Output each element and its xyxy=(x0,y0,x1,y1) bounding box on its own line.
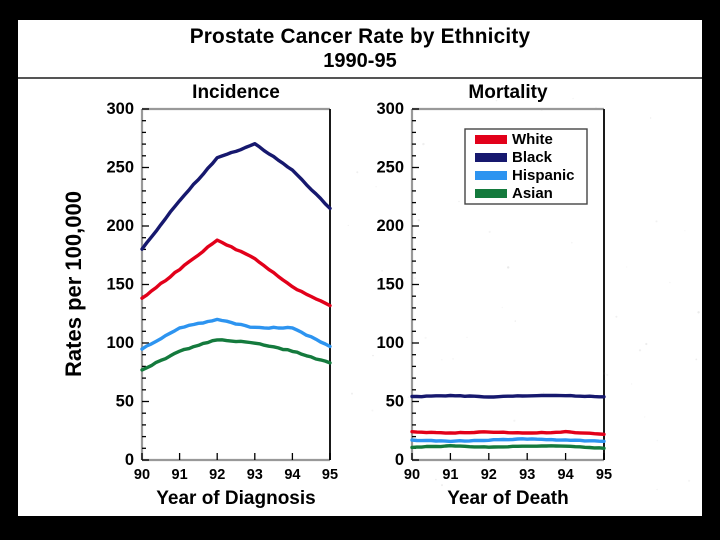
svg-text:50: 50 xyxy=(116,393,134,411)
svg-text:Incidence: Incidence xyxy=(192,82,280,103)
svg-text:Black: Black xyxy=(512,149,553,166)
svg-text:150: 150 xyxy=(376,276,404,294)
svg-text:91: 91 xyxy=(442,467,458,483)
svg-text:100: 100 xyxy=(106,334,134,352)
svg-text:200: 200 xyxy=(376,217,404,235)
svg-text:93: 93 xyxy=(519,467,535,483)
svg-text:300: 300 xyxy=(106,100,134,118)
svg-text:300: 300 xyxy=(376,100,404,118)
svg-text:Mortality: Mortality xyxy=(468,82,548,103)
svg-text:200: 200 xyxy=(106,217,134,235)
svg-text:Year of Death: Year of Death xyxy=(447,488,568,509)
svg-text:Hispanic: Hispanic xyxy=(512,167,575,184)
svg-text:91: 91 xyxy=(172,467,188,483)
svg-text:250: 250 xyxy=(376,159,404,177)
svg-text:0: 0 xyxy=(395,451,404,469)
svg-text:92: 92 xyxy=(481,467,497,483)
svg-text:94: 94 xyxy=(284,467,300,483)
svg-text:92: 92 xyxy=(209,467,225,483)
svg-text:95: 95 xyxy=(322,467,338,483)
svg-text:90: 90 xyxy=(134,467,150,483)
svg-text:White: White xyxy=(512,131,553,148)
svg-text:90: 90 xyxy=(404,467,420,483)
svg-text:Year of Diagnosis: Year of Diagnosis xyxy=(156,488,315,509)
svg-text:93: 93 xyxy=(247,467,263,483)
svg-text:150: 150 xyxy=(106,276,134,294)
svg-text:95: 95 xyxy=(596,467,612,483)
svg-text:0: 0 xyxy=(125,451,134,469)
svg-text:100: 100 xyxy=(376,334,404,352)
svg-text:Rates per 100,000: Rates per 100,000 xyxy=(61,191,86,377)
svg-text:50: 50 xyxy=(386,393,404,411)
svg-text:94: 94 xyxy=(558,467,574,483)
svg-text:250: 250 xyxy=(106,159,134,177)
svg-text:Asian: Asian xyxy=(512,185,553,202)
